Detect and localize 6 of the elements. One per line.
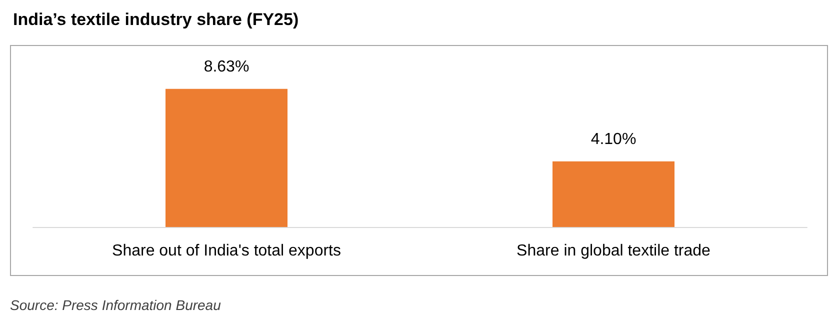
source-note: Source: Press Information Bureau xyxy=(10,297,222,313)
x-tick-label: Share out of India's total exports xyxy=(112,242,341,260)
x-tick-label: Share in global textile trade xyxy=(516,242,711,260)
chart-title: India’s textile industry share (FY25) xyxy=(13,10,299,29)
data-label: 4.10% xyxy=(590,130,636,148)
data-label: 8.63% xyxy=(204,58,250,76)
